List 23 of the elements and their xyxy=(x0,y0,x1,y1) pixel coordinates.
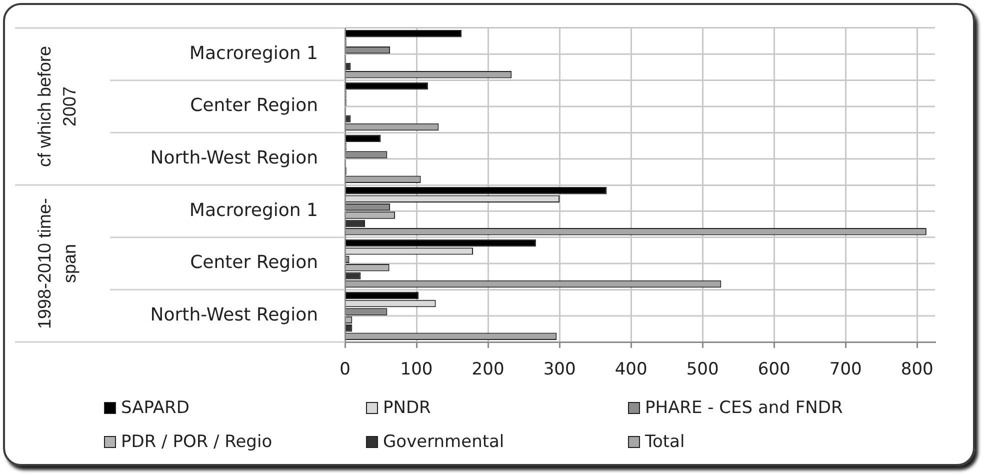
x-tick-label: 500 xyxy=(686,360,719,380)
y-tick-label: Center Region xyxy=(190,252,318,274)
legend-label: PNDR xyxy=(383,397,431,419)
legend-label: Governmental xyxy=(383,431,504,453)
legend-label: SAPARD xyxy=(121,397,190,419)
x-tick-label: 400 xyxy=(614,360,648,380)
legend-label: PHARE - CES and FNDR xyxy=(645,397,843,419)
x-tick-label: 600 xyxy=(758,360,790,380)
text: 1998-2010 time-span xyxy=(34,198,80,330)
x-tick-label: 800 xyxy=(900,360,934,380)
y-tick-label: Macroregion 1 xyxy=(189,42,318,64)
x-tick-label: 200 xyxy=(472,360,504,380)
text: cf which before 2007 xyxy=(34,46,80,168)
legend-label: PDR / POR / Regio xyxy=(121,431,272,453)
x-tick-label: 0 xyxy=(340,360,350,380)
legend-label: Total xyxy=(645,431,685,453)
y-tick-label: Macroregion 1 xyxy=(189,200,318,221)
y-tick-label: Center Region xyxy=(190,95,318,116)
x-tick-label: 700 xyxy=(829,360,862,380)
x-tick-label: 100 xyxy=(400,360,433,380)
x-tick-label: 300 xyxy=(543,360,576,380)
y-tick-label: North-West Region xyxy=(150,148,318,169)
y-tick-label: North-West Region xyxy=(150,304,318,326)
